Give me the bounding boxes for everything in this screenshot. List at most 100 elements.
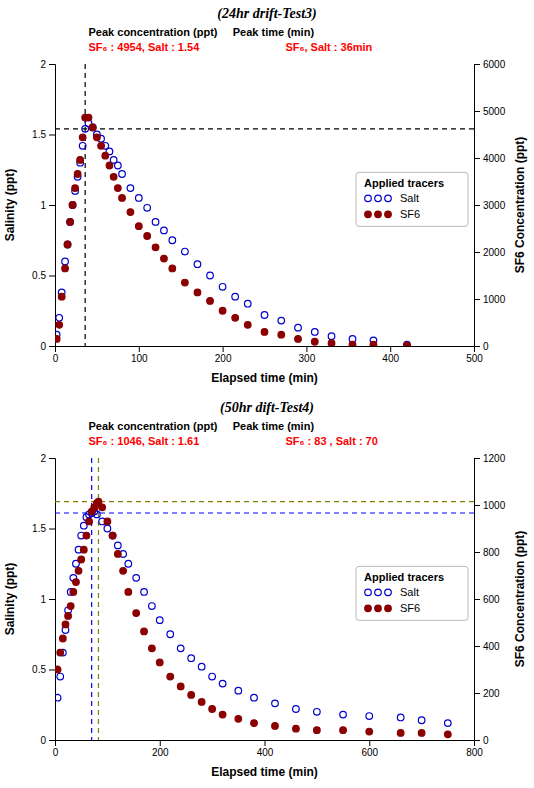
y2-tick-mark xyxy=(474,111,480,112)
y-tick-label: 0.5 xyxy=(32,270,46,281)
point xyxy=(293,725,300,732)
point xyxy=(404,341,411,346)
point xyxy=(70,589,77,596)
legend-title: Applied tracers xyxy=(364,571,444,583)
panel: (50hr dift-Test4)Peak concentration (ppt… xyxy=(3,400,527,779)
point xyxy=(62,265,69,272)
point xyxy=(251,694,258,701)
y2-tick: 0 xyxy=(474,341,489,352)
legend: Applied tracersSaltSF6 xyxy=(356,172,468,226)
point xyxy=(152,219,159,226)
point xyxy=(209,673,216,680)
point xyxy=(340,711,347,718)
point xyxy=(149,645,156,652)
x-tick-label: 400 xyxy=(382,353,399,364)
y2-axis-title: SF6 Concentration (ppt) xyxy=(513,137,527,274)
point xyxy=(94,134,101,141)
point xyxy=(194,289,201,296)
y2-tick-label: 600 xyxy=(483,594,500,605)
y2-tick-mark xyxy=(474,158,480,159)
point xyxy=(370,341,377,346)
series xyxy=(55,120,410,346)
x-axis-line xyxy=(56,741,475,747)
vertical-reference-line xyxy=(85,64,86,346)
point xyxy=(232,315,239,322)
x-tick-label: 0 xyxy=(53,353,59,364)
point xyxy=(104,525,111,532)
legend-symbol xyxy=(385,605,392,612)
point xyxy=(106,162,113,169)
point xyxy=(65,613,72,620)
point xyxy=(64,241,71,248)
point xyxy=(177,683,184,690)
x-axis: 0100200300400500 xyxy=(53,346,484,364)
y-tick-label: 2 xyxy=(40,59,46,70)
point xyxy=(397,714,404,721)
point xyxy=(144,205,151,212)
point xyxy=(133,610,140,617)
chart-title: (50hr dift-Test4) xyxy=(220,400,314,416)
horizontal-reference-line xyxy=(55,128,474,129)
legend-symbol xyxy=(365,195,372,202)
point xyxy=(311,338,318,345)
x-tick-label: 200 xyxy=(152,747,169,758)
x-tick-label: 200 xyxy=(215,353,232,364)
point xyxy=(169,265,176,272)
x-tick: 100 xyxy=(131,346,148,364)
x-tick: 200 xyxy=(215,346,232,364)
legend-symbol xyxy=(385,211,392,218)
point xyxy=(99,504,106,511)
point xyxy=(127,185,134,192)
y2-tick: 6000 xyxy=(474,59,506,70)
point xyxy=(152,244,159,251)
x-tick: 0 xyxy=(53,346,59,364)
y2-tick-label: 1000 xyxy=(483,294,506,305)
point xyxy=(235,716,242,723)
point xyxy=(418,717,425,724)
point xyxy=(86,518,93,525)
x-axis-line xyxy=(56,347,475,353)
legend: Applied tracersSaltSF6 xyxy=(356,566,468,620)
y-tick-label: 1 xyxy=(40,594,46,605)
point xyxy=(272,700,279,707)
point xyxy=(194,261,201,268)
horizontal-reference-line xyxy=(55,501,474,502)
point xyxy=(209,706,216,713)
point xyxy=(115,542,122,549)
point xyxy=(293,706,300,713)
y2-tick: 0 xyxy=(474,735,489,746)
x-tick-mark xyxy=(223,346,224,352)
point xyxy=(167,631,174,638)
y-tick: 0 xyxy=(40,341,55,352)
point xyxy=(89,124,96,131)
point xyxy=(156,617,163,624)
annotation: SF₆ : 4954, Salt : 1.54 xyxy=(89,41,201,53)
y2-tick-label: 3000 xyxy=(483,200,506,211)
point xyxy=(295,324,302,331)
point xyxy=(81,546,88,553)
plot-area: 020040060080000.511.52020040060080010001… xyxy=(32,453,506,758)
x-tick-mark xyxy=(160,740,161,746)
point xyxy=(115,162,122,169)
y2-tick-mark xyxy=(474,740,480,741)
chart-title: (24hr drift-Test3) xyxy=(217,6,316,22)
y-tick-mark xyxy=(49,135,55,136)
x-tick-label: 400 xyxy=(257,747,274,758)
legend-symbol xyxy=(385,195,392,202)
x-tick-mark xyxy=(390,346,391,352)
x-tick-label: 600 xyxy=(361,747,378,758)
y2-tick-mark xyxy=(474,458,480,459)
point xyxy=(149,603,156,610)
y-tick-mark xyxy=(49,670,55,671)
point xyxy=(188,692,195,699)
y2-tick-mark xyxy=(474,346,480,347)
point xyxy=(219,307,226,314)
point xyxy=(104,518,111,525)
point xyxy=(207,298,214,305)
y-tick: 1 xyxy=(40,200,55,211)
point xyxy=(366,728,373,735)
legend-symbol xyxy=(375,589,382,596)
x-tick: 300 xyxy=(299,346,316,364)
point xyxy=(115,551,122,558)
y-tick-mark xyxy=(49,740,55,741)
